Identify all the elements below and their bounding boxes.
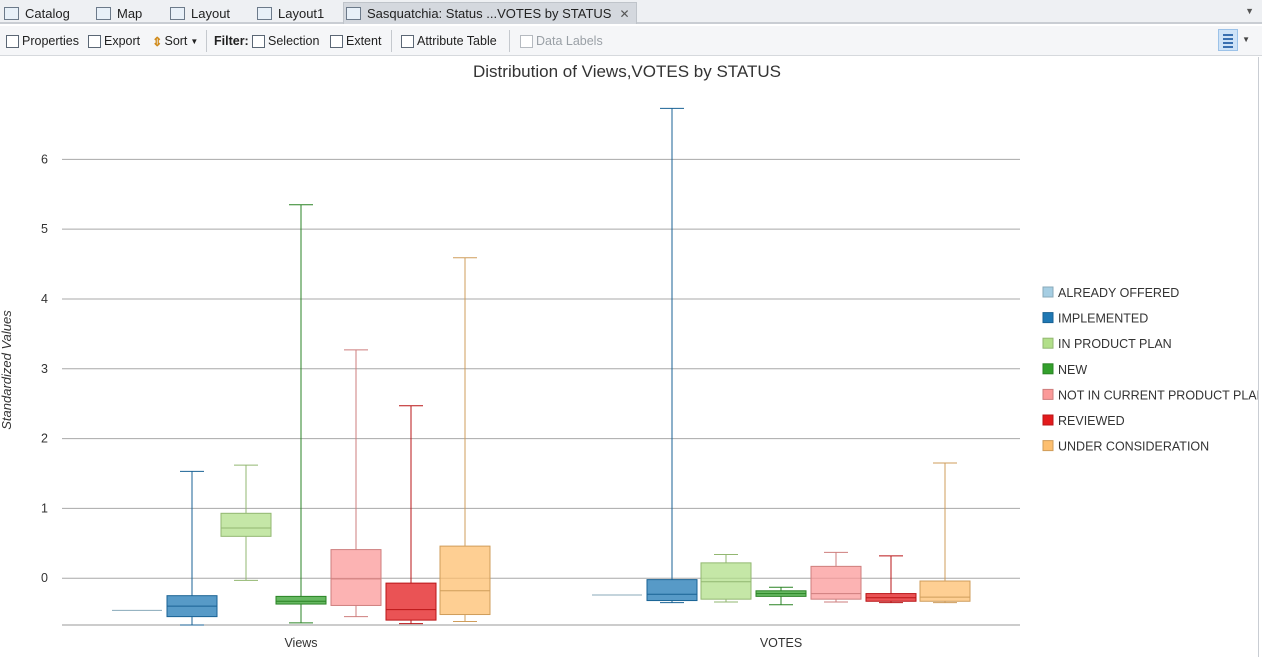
tab-label: Layout1 [278, 5, 325, 21]
tab-catalog[interactable]: Catalog [2, 2, 70, 24]
layout-icon [257, 6, 272, 20]
toolbar-divider [391, 30, 392, 52]
legend-label: IMPLEMENTED [1058, 312, 1148, 326]
chevron-down-icon[interactable]: ▼ [1245, 6, 1254, 16]
panel-border [1258, 57, 1259, 657]
tab-label: Sasquatchia: Status ...VOTES by STATUS [367, 6, 612, 21]
legend-swatch [1042, 388, 1054, 400]
tab-label: Map [117, 5, 143, 21]
filter-label: Filter: [214, 34, 249, 48]
properties-label: Properties [22, 34, 79, 48]
data-labels-label: Data Labels [536, 34, 603, 48]
selection-label: Selection [268, 34, 320, 48]
chart-title: Distribution of Views,VOTES by STATUS [473, 62, 781, 81]
y-axis-label: Standardized Values [0, 310, 14, 430]
box [220, 512, 272, 537]
legend-toggle-button[interactable] [1218, 29, 1238, 51]
box [330, 549, 382, 606]
legend-label: NOT IN CURRENT PRODUCT PLAN [1058, 388, 1258, 402]
table-icon [401, 34, 414, 48]
tab-layout1[interactable]: Layout1 [255, 2, 324, 24]
y-tick-label: 4 [41, 292, 48, 306]
box [919, 580, 971, 602]
legend-swatch [1042, 363, 1054, 375]
tag-icon [520, 34, 533, 48]
legend-label: NEW [1058, 363, 1087, 377]
box [385, 582, 437, 621]
export-label: Export [104, 34, 141, 48]
x-tick-label: Views [284, 636, 317, 650]
filter-icon [330, 34, 343, 48]
legend-swatch [1042, 440, 1054, 452]
tab-layout[interactable]: Layout [168, 2, 230, 24]
legend-swatch [1042, 414, 1054, 426]
tab-map[interactable]: Map [94, 2, 142, 24]
export-icon [88, 34, 101, 48]
properties-icon [6, 34, 19, 48]
properties-button[interactable]: Properties [6, 31, 79, 51]
tab-label: Catalog [25, 5, 70, 21]
legend-swatch [1042, 312, 1054, 324]
legend-label: ALREADY OFFERED [1058, 286, 1179, 300]
box [700, 562, 752, 600]
data-labels-button[interactable]: Data Labels [520, 31, 603, 51]
close-icon[interactable]: ✕ [619, 6, 630, 21]
y-tick-label: 6 [41, 152, 48, 166]
legend-label: UNDER CONSIDERATION [1058, 440, 1209, 454]
chevron-down-icon[interactable]: ▼ [1242, 35, 1250, 44]
legend-swatch [1042, 286, 1054, 298]
map-icon [96, 6, 111, 20]
sort-icon: ⇕ [152, 34, 163, 49]
layout-icon [170, 6, 185, 20]
box [439, 545, 491, 616]
toolbar-divider [509, 30, 510, 52]
tab-chart[interactable]: Sasquatchia: Status ...VOTES by STATUS ✕ [343, 2, 637, 24]
x-tick-label: VOTES [760, 636, 802, 650]
selection-filter-button[interactable]: Selection [252, 31, 319, 51]
chart-icon [346, 7, 361, 20]
tab-label: Layout [191, 5, 231, 21]
y-tick-label: 5 [41, 222, 48, 236]
attribute-table-button[interactable]: Attribute Table [401, 31, 497, 51]
sort-label: Sort [164, 34, 188, 48]
box [275, 595, 327, 605]
tab-bar: Catalog Map Layout Layout1 Sasquatchia: … [0, 0, 1262, 24]
box [810, 565, 862, 600]
extent-filter-button[interactable]: Extent [330, 31, 381, 51]
attribute-table-label: Attribute Table [417, 34, 497, 48]
boxplot-chart: Distribution of Views,VOTES by STATUS 0 1 2… [0, 62, 1262, 650]
filter-icon [252, 34, 265, 48]
sort-button[interactable]: ⇕ Sort ▼ [152, 31, 198, 51]
box [646, 579, 698, 602]
y-tick-label: 2 [41, 432, 48, 446]
legend-label: REVIEWED [1058, 414, 1125, 428]
legend-label: IN PRODUCT PLAN [1058, 337, 1172, 351]
chart-area: Distribution of Views,VOTES by STATUS 0 1 2… [0, 57, 1262, 657]
chevron-down-icon: ▼ [190, 36, 199, 46]
y-tick-label: 0 [41, 571, 48, 585]
export-button[interactable]: Export [88, 31, 140, 51]
y-tick-label: 3 [41, 362, 48, 376]
legend-swatch [1042, 337, 1054, 349]
y-tick-label: 1 [41, 501, 48, 515]
toolbar-divider [206, 30, 207, 52]
catalog-icon [4, 6, 19, 20]
chart-toolbar: Properties Export ⇕ Sort ▼ Filter: Selec… [0, 26, 1262, 56]
extent-label: Extent [346, 34, 382, 48]
